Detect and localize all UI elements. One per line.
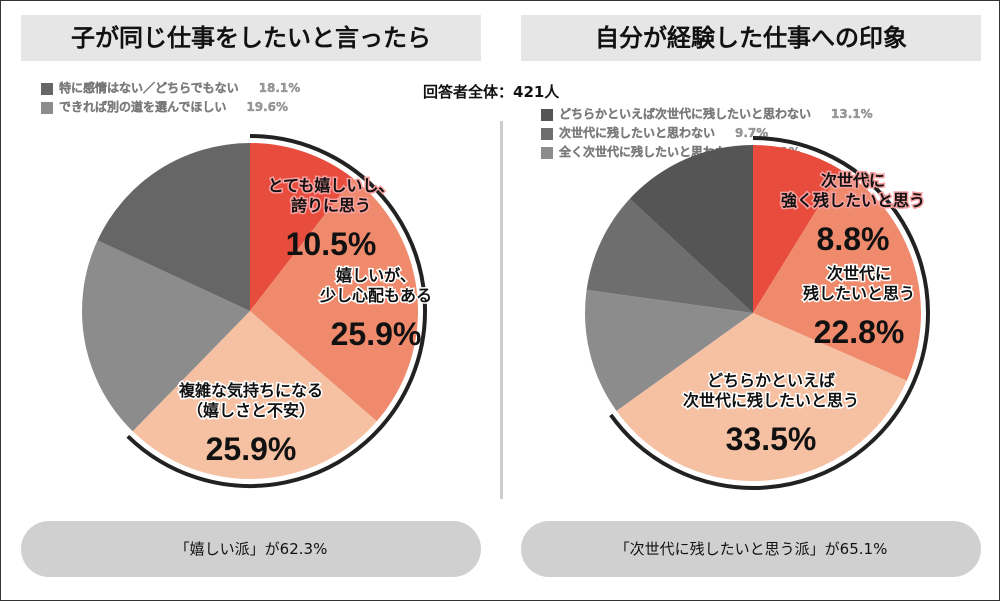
- slice-label-text: 誇りに思う: [291, 196, 371, 215]
- legend-value: 18.1%: [258, 81, 301, 95]
- pie-slice: [585, 289, 753, 411]
- slice-label-text: 強く残したいと思う: [781, 191, 925, 210]
- summary-arc: [609, 136, 930, 490]
- legend-item: できれば別の道を選んでほしい 19.6%: [41, 98, 300, 117]
- pie-slice: [82, 240, 250, 432]
- summary-arc: [126, 134, 427, 488]
- legend-item: どちらかといえば次世代に残したいと思わない 13.1%: [541, 105, 873, 124]
- right-summary: 「次世代に残したいと思う派」が65.1%: [521, 521, 981, 577]
- left-summary: 「嬉しい派」が62.3%: [21, 521, 481, 577]
- slice-label-text: 次世代に: [821, 171, 885, 190]
- slice-label: 複雑な気持ちになる（嬉しさと不安） 25.9%: [176, 380, 324, 468]
- legend-label: 全く次世代に残したいと思わない: [559, 145, 740, 159]
- legend-label: できれば別の道を選んでほしい: [59, 100, 227, 114]
- slice-value: 25.9%: [331, 316, 422, 352]
- slice-value: 8.8%: [817, 221, 890, 257]
- pie-slice: [753, 145, 842, 313]
- slice-label: 嬉しいが、少し心配もある 25.9%: [317, 265, 433, 353]
- slice-label-text: 次世代に: [827, 264, 891, 283]
- slice-label-text: 少し心配もある: [319, 286, 432, 305]
- slice-value: 25.9%: [206, 431, 297, 467]
- left-legend: 特に感情はない／どちらでもない 18.1% できれば別の道を選んでほしい 19.6%: [41, 79, 300, 117]
- slice-label-text: （嬉しさと不安）: [187, 401, 315, 420]
- slice-label-text: 嬉しいが、: [335, 266, 416, 285]
- pie-slice: [616, 313, 907, 481]
- pie-slice: [586, 198, 753, 313]
- pie-slice: [250, 178, 419, 422]
- pie-slice: [629, 145, 753, 313]
- slice-label: とても嬉しいし、誇りに思う 10.5%: [266, 175, 396, 263]
- slice-label-text: どちらかといえば: [707, 371, 835, 390]
- pie-slice: [132, 311, 377, 479]
- pie-slice: [97, 143, 250, 311]
- pie-slice: [753, 170, 922, 381]
- pie-slice: [250, 143, 353, 311]
- slice-label-text: 次世代に残したいと思う: [683, 391, 859, 410]
- slice-label-text: 残したいと思う: [803, 284, 915, 303]
- legend-label: 特に感情はない／どちらでもない: [59, 81, 239, 95]
- right-chart-title: 自分が経験した仕事への印象: [521, 15, 981, 61]
- legend-swatch: [41, 82, 53, 95]
- slice-label: 次世代に残したいと思う 22.8%: [801, 263, 916, 351]
- legend-label: 次世代に残したいと思わない: [559, 126, 716, 140]
- slice-value: 22.8%: [814, 314, 905, 350]
- legend-item: 特に感情はない／どちらでもない 18.1%: [41, 79, 300, 98]
- legend-swatch: [41, 101, 53, 114]
- left-chart-title: 子が同じ仕事をしたいと言ったら: [21, 15, 481, 61]
- legend-value: 13.1%: [831, 107, 873, 121]
- legend-swatch: [541, 127, 553, 140]
- legend-swatch: [541, 146, 553, 159]
- legend-swatch: [541, 108, 553, 121]
- slice-value: 10.5%: [286, 226, 377, 262]
- slice-label-text: 複雑な気持ちになる: [178, 381, 323, 400]
- legend-item: 次世代に残したいと思わない 9.7%: [541, 124, 873, 143]
- respondent-total: 回答者全体：421人: [423, 83, 560, 101]
- slice-label-text: とても嬉しいし、: [268, 176, 395, 195]
- legend-value: 19.6%: [246, 100, 289, 114]
- legend-label: どちらかといえば次世代に残したいと思わない: [559, 107, 812, 121]
- divider: [500, 121, 503, 499]
- slice-value: 33.5%: [726, 421, 817, 457]
